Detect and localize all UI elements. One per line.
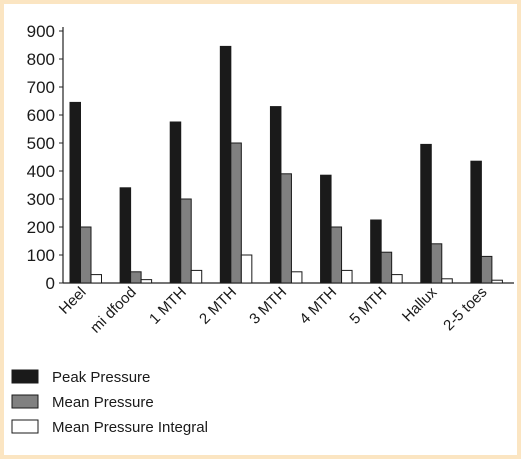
bar-peak-pressure (270, 107, 281, 283)
x-category-label: 4 MTH (296, 284, 340, 328)
y-tick-label: 300 (27, 190, 55, 209)
bar-mean-pressure (131, 272, 142, 283)
legend-label: Mean Pressure (52, 394, 154, 411)
bar-mean-pressure (331, 227, 342, 283)
bar-mean-pressure-integral (241, 255, 252, 283)
y-tick-label: 100 (27, 246, 55, 265)
bar-mean-pressure (381, 252, 392, 283)
bar-peak-pressure (471, 161, 482, 283)
y-tick-label: 700 (27, 78, 55, 97)
x-category-label: 2-5 toes (440, 284, 490, 334)
legend-swatch (12, 395, 38, 408)
x-category-label: mi dfood (87, 284, 140, 337)
x-category-label: 3 MTH (246, 284, 290, 328)
legend: Peak Pressure Mean Pressure Mean Pressure … (12, 369, 208, 436)
bar-mean-pressure (431, 244, 442, 283)
y-tick-label: 0 (46, 274, 55, 293)
bar-mean-pressure (481, 256, 492, 283)
y-tick-label: 400 (27, 162, 55, 181)
x-category-label: 1 MTH (146, 284, 190, 328)
bars (70, 46, 502, 283)
y-tick-label: 800 (27, 50, 55, 69)
bar-mean-pressure-integral (342, 270, 353, 283)
bar-mean-pressure-integral (141, 280, 152, 283)
bar-mean-pressure-integral (291, 272, 302, 283)
bar-peak-pressure (220, 46, 231, 283)
bar-mean-pressure-integral (392, 275, 403, 283)
bar-mean-pressure-integral (191, 270, 202, 283)
bar-peak-pressure (120, 188, 131, 283)
x-category-label: Heel (56, 284, 90, 318)
bar-mean-pressure (281, 174, 292, 283)
bar-peak-pressure (70, 102, 81, 283)
bar-mean-pressure-integral (442, 279, 453, 283)
y-axis-ticks: 0 100 200 300 400 500 600 700 800 900 (27, 22, 63, 293)
bar-peak-pressure (371, 220, 382, 283)
bar-mean-pressure-integral (91, 275, 102, 283)
x-category-label: 5 MTH (346, 284, 390, 328)
chart-frame: 0 100 200 300 400 500 600 700 800 900 Heel mi dfoo… (4, 4, 517, 455)
y-tick-label: 200 (27, 218, 55, 237)
y-tick-label: 900 (27, 22, 55, 41)
legend-swatch (12, 420, 38, 433)
bar-peak-pressure (421, 144, 432, 283)
legend-swatch (12, 370, 38, 383)
y-tick-label: 500 (27, 134, 55, 153)
bar-mean-pressure (231, 143, 242, 283)
legend-label: Peak Pressure (52, 369, 150, 386)
legend-label: Mean Pressure Integral (52, 419, 208, 436)
bar-mean-pressure (181, 199, 192, 283)
bar-mean-pressure (81, 227, 92, 283)
bar-peak-pressure (170, 122, 181, 283)
bar-mean-pressure-integral (492, 280, 503, 283)
x-category-label: Hallux (399, 283, 441, 325)
y-tick-label: 600 (27, 106, 55, 125)
x-category-label: 2 MTH (196, 284, 240, 328)
bar-peak-pressure (321, 175, 332, 283)
